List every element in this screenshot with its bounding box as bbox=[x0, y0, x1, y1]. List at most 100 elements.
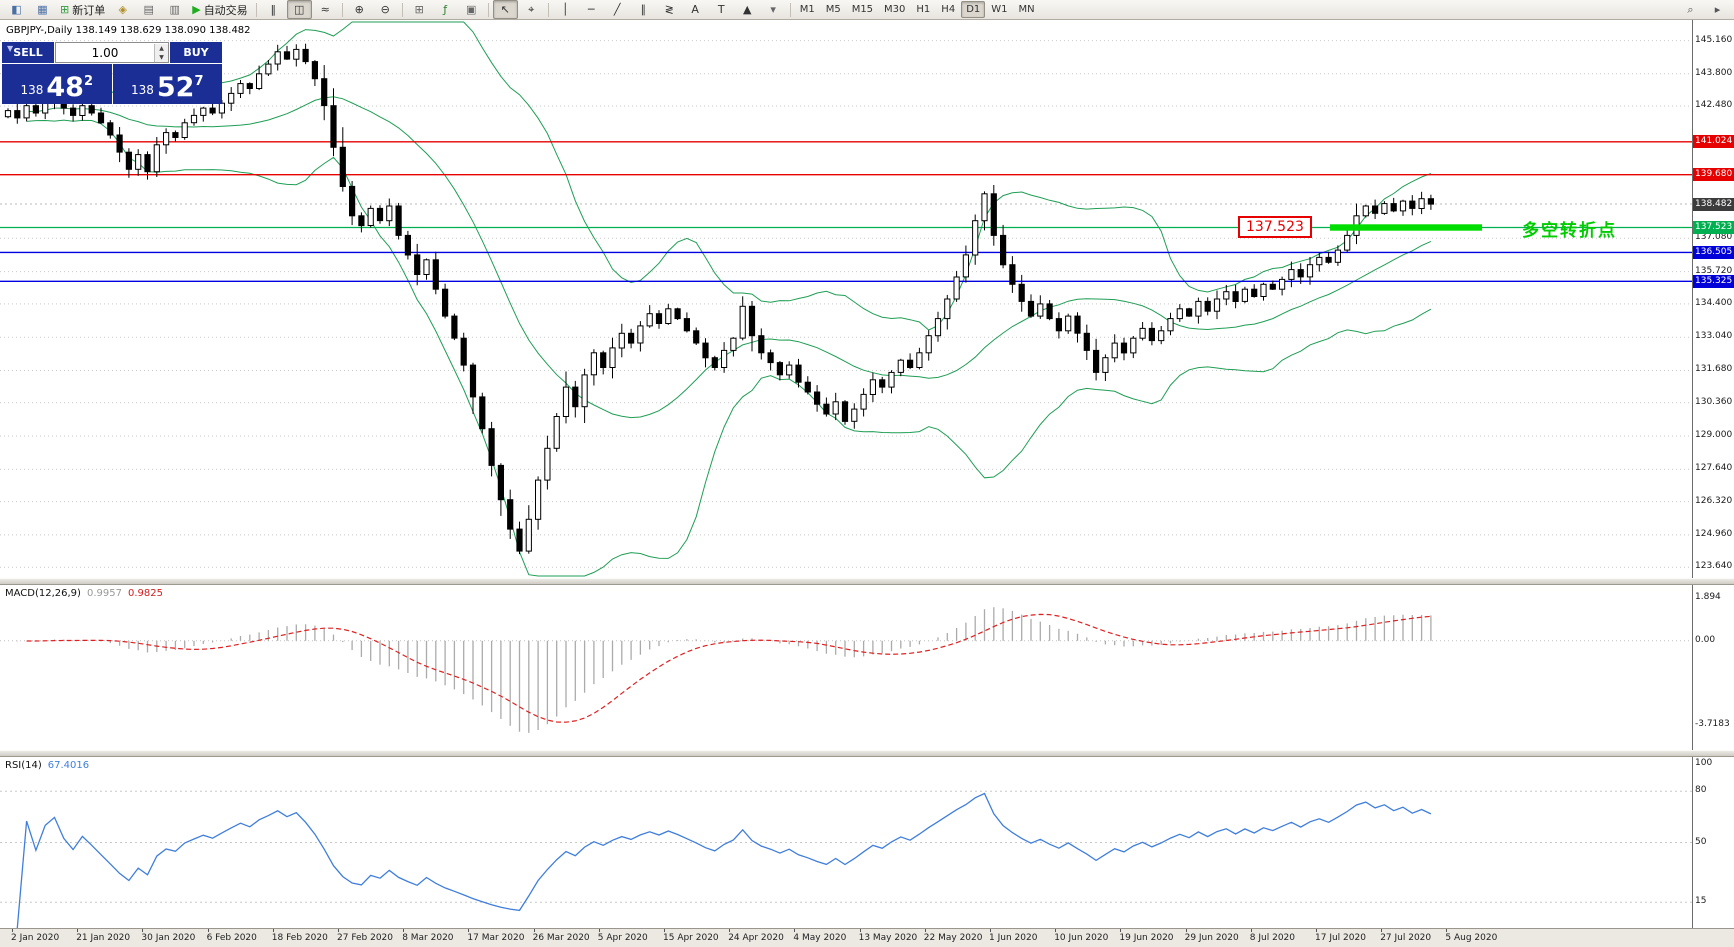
channel-button[interactable]: ∥ bbox=[631, 0, 656, 19]
cursor-button[interactable]: ↖ bbox=[492, 0, 518, 19]
axis-label: 133.040 bbox=[1695, 331, 1733, 342]
axis-label: 100 bbox=[1695, 758, 1713, 768]
timeframe-m1-button[interactable]: M1 bbox=[799, 4, 815, 15]
price-axis[interactable]: 145.160 143.800 142.480 137.080 135.720 134.4… bbox=[1692, 20, 1734, 578]
shapes-icon: ▲ bbox=[742, 3, 752, 16]
time-tick bbox=[1446, 929, 1448, 932]
sell-button[interactable]: SELL bbox=[2, 42, 54, 63]
time-tick bbox=[598, 929, 600, 932]
buy-button[interactable]: BUY bbox=[170, 42, 222, 63]
sell-price-big: 48 bbox=[46, 72, 84, 103]
autotrading-button[interactable]: ▶ 自动交易 bbox=[188, 0, 251, 19]
crosshair-button[interactable]: ⌖ bbox=[519, 0, 544, 19]
date-label: 30 Jan 2020 bbox=[141, 933, 196, 943]
templates-icon: ▣ bbox=[465, 3, 477, 16]
chart-window-button[interactable]: ◧ bbox=[4, 0, 29, 19]
quick-nav-button[interactable]: ▸ bbox=[1705, 0, 1730, 19]
trendline-button[interactable]: ╱ bbox=[605, 0, 630, 19]
text-button[interactable]: A bbox=[683, 0, 708, 19]
axis-label: 0.00 bbox=[1695, 634, 1716, 645]
zoom-out-button[interactable]: ⊖ bbox=[373, 0, 398, 19]
panel-divider[interactable] bbox=[0, 578, 1734, 585]
buy-price-big: 52 bbox=[156, 72, 195, 103]
axis-label: 124.960 bbox=[1695, 528, 1733, 539]
date-label: 19 Jun 2020 bbox=[1119, 933, 1174, 943]
vertical-line-button[interactable]: │ bbox=[553, 0, 578, 19]
shapes-dropdown-button[interactable]: ▾ bbox=[761, 0, 786, 19]
autotrading-label: 自动交易 bbox=[203, 3, 248, 17]
strategy-tester-button[interactable]: ▥ bbox=[162, 0, 187, 19]
time-axis[interactable]: 2 Jan 2020 21 Jan 2020 30 Jan 2020 6 Feb 20… bbox=[0, 928, 1734, 947]
quick-nav-icon: ▸ bbox=[1714, 3, 1721, 16]
vertical-line-icon: │ bbox=[561, 3, 569, 16]
search-icon: ⌕ bbox=[1687, 3, 1694, 16]
timeframe-m30-button[interactable]: M30 bbox=[884, 4, 906, 15]
line-chart-button[interactable]: ≈ bbox=[313, 0, 338, 19]
search-button[interactable]: ⌕ bbox=[1678, 0, 1703, 19]
rsi-canvas[interactable] bbox=[0, 757, 1692, 928]
toolbar-separator bbox=[789, 2, 791, 17]
templates-button[interactable]: ▣ bbox=[459, 0, 484, 19]
date-label: 8 Mar 2020 bbox=[402, 933, 454, 943]
price-tag: 136.505 bbox=[1693, 245, 1734, 259]
bar-chart-icon: ‖ bbox=[270, 3, 276, 16]
volume-up-icon[interactable]: ▲ bbox=[155, 43, 168, 53]
zoom-in-button[interactable]: ⊕ bbox=[347, 0, 372, 19]
buy-price-sup: 7 bbox=[194, 74, 204, 89]
time-tick bbox=[794, 929, 796, 932]
toolbar-separator bbox=[341, 2, 343, 17]
rsi-title: RSI(14) 67.4016 bbox=[5, 760, 89, 771]
sell-price-button[interactable]: 138 48 2 bbox=[2, 64, 112, 104]
volume-field[interactable]: 1.00 ▲ ▼ bbox=[55, 42, 169, 63]
timeframe-m15-button[interactable]: M15 bbox=[851, 4, 874, 15]
date-label: 27 Feb 2020 bbox=[337, 933, 394, 943]
candlestick-chart-button[interactable]: ◫ bbox=[286, 0, 312, 19]
line-chart-icon: ≈ bbox=[320, 3, 330, 16]
axis-label: 50 bbox=[1695, 836, 1707, 847]
timeframe-mn-button[interactable]: MN bbox=[1018, 4, 1035, 15]
text-icon: A bbox=[691, 3, 699, 16]
bar-chart-button[interactable]: ‖ bbox=[261, 0, 286, 19]
indicators-button[interactable]: ƒ bbox=[433, 0, 458, 19]
timeframe-m5-button[interactable]: M5 bbox=[825, 4, 841, 15]
macd-axis[interactable]: 1.894 0.00 -3.7183 bbox=[1692, 585, 1734, 750]
metaeditor-button[interactable]: ◈ bbox=[110, 0, 135, 19]
timeframe-h4-button[interactable]: H4 bbox=[941, 4, 956, 15]
turning-point-annotation[interactable]: 多空转折点 bbox=[1522, 221, 1617, 241]
panel-divider[interactable] bbox=[0, 750, 1734, 757]
axis-label: 135.720 bbox=[1695, 265, 1733, 276]
fibonacci-button[interactable]: ≷ bbox=[657, 0, 682, 19]
indicators-icon: ƒ bbox=[443, 3, 448, 16]
time-tick bbox=[1381, 929, 1383, 932]
price-tag: 135.325 bbox=[1693, 274, 1734, 288]
new-order-button[interactable]: ⊞ 新订单 bbox=[56, 0, 109, 19]
timeframe-w1-button[interactable]: W1 bbox=[991, 4, 1008, 15]
date-label: 26 Mar 2020 bbox=[532, 933, 590, 943]
time-tick bbox=[1185, 929, 1187, 932]
oneclick-collapse-icon[interactable]: ▼ bbox=[7, 44, 14, 53]
terminal-panel-button[interactable]: ▤ bbox=[136, 0, 161, 19]
axis-label: 131.680 bbox=[1695, 364, 1733, 375]
tile-grid-button[interactable]: ⊞ bbox=[407, 0, 432, 19]
volume-value[interactable]: 1.00 bbox=[91, 45, 119, 60]
rsi-axis[interactable]: 100 80 50 15 bbox=[1692, 757, 1734, 928]
volume-down-icon[interactable]: ▼ bbox=[155, 52, 168, 62]
horizontal-line-button[interactable]: ─ bbox=[579, 0, 604, 19]
buy-price-button[interactable]: 138 52 7 bbox=[112, 64, 222, 104]
timeframe-d1-button[interactable]: D1 bbox=[961, 1, 986, 18]
strategy-tester-icon: ▥ bbox=[169, 3, 180, 16]
axis-label: 143.800 bbox=[1695, 67, 1733, 78]
shapes-button[interactable]: ▲ bbox=[735, 0, 760, 19]
tile-windows-button[interactable]: ▦ bbox=[30, 0, 55, 19]
timeframe-h1-button[interactable]: H1 bbox=[916, 4, 931, 15]
time-tick bbox=[1120, 929, 1122, 932]
date-label: 5 Aug 2020 bbox=[1445, 933, 1498, 943]
zoom-in-icon: ⊕ bbox=[354, 3, 364, 16]
level-price-label[interactable]: 137.523 bbox=[1238, 216, 1312, 238]
date-label: 4 May 2020 bbox=[793, 933, 847, 943]
macd-title: MACD(12,26,9) 0.9957 0.9825 bbox=[5, 588, 163, 599]
label-button[interactable]: T bbox=[709, 0, 734, 19]
macd-canvas[interactable] bbox=[0, 585, 1692, 750]
main-chart-canvas[interactable] bbox=[0, 20, 1692, 578]
